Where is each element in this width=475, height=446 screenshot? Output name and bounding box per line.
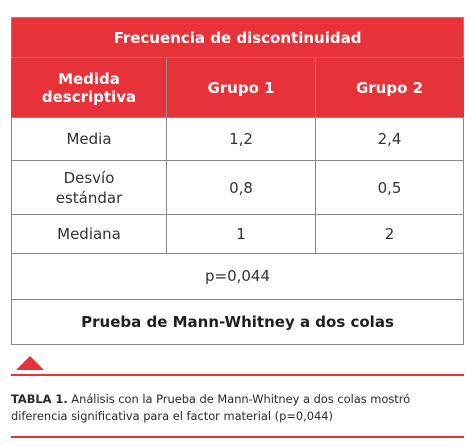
row-label-desvio: Desvío estándar bbox=[11, 160, 167, 215]
caption-bottom-rule bbox=[11, 436, 464, 438]
table-header-row: Medida descriptiva Grupo 1 Grupo 2 bbox=[11, 57, 465, 118]
test-name: Prueba de Mann-Whitney a dos colas bbox=[10, 298, 465, 346]
results-table: Frecuencia de discontinuidad Medida desc… bbox=[10, 16, 465, 346]
caption-top-rule bbox=[11, 374, 464, 376]
cell-media-grupo-2: 2,4 bbox=[314, 116, 465, 162]
test-name-row: Prueba de Mann-Whitney a dos colas bbox=[10, 298, 465, 346]
table-title-row: Frecuencia de discontinuidad bbox=[10, 16, 465, 59]
caption-text: Análisis con la Prueba de Mann-Whitney a… bbox=[11, 392, 411, 423]
cell-mediana-grupo-2: 2 bbox=[314, 213, 465, 255]
table-caption: TABLA 1. Análisis con la Prueba de Mann-… bbox=[11, 391, 463, 425]
row-label-mediana: Mediana bbox=[11, 213, 167, 255]
p-value: p=0,044 bbox=[10, 253, 465, 300]
header-grupo-1: Grupo 1 bbox=[166, 57, 316, 118]
header-grupo-2: Grupo 2 bbox=[314, 57, 465, 118]
cell-mediana-grupo-1: 1 bbox=[166, 213, 316, 255]
table-title: Frecuencia de discontinuidad bbox=[10, 16, 465, 59]
row-label-media: Media bbox=[11, 116, 167, 162]
p-value-row: p=0,044 bbox=[10, 253, 465, 300]
table-row: Desvío estándar 0,8 0,5 bbox=[11, 160, 465, 215]
cell-desvio-grupo-2: 0,5 bbox=[314, 160, 465, 215]
table-row: Media 1,2 2,4 bbox=[11, 116, 465, 162]
table-row: Mediana 1 2 bbox=[11, 213, 465, 255]
cell-media-grupo-1: 1,2 bbox=[166, 116, 316, 162]
cell-desvio-grupo-1: 0,8 bbox=[166, 160, 316, 215]
header-medida-descriptiva-label: Medida descriptiva bbox=[41, 69, 137, 106]
header-medida-descriptiva: Medida descriptiva bbox=[11, 57, 167, 118]
triangle-marker-icon bbox=[16, 356, 44, 370]
caption-label: TABLA 1. bbox=[11, 392, 68, 406]
row-label-desvio-text: Desvío estándar bbox=[55, 168, 123, 207]
results-table-container: Frecuencia de discontinuidad Medida desc… bbox=[10, 16, 465, 346]
